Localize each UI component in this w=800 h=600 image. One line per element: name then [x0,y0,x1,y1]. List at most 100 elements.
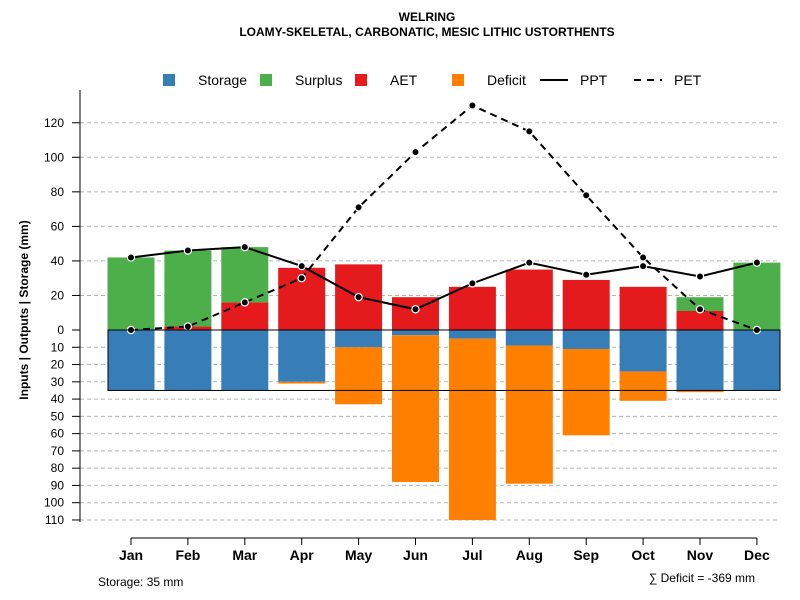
storage-bar [733,330,781,391]
bars [107,247,781,520]
surplus-bar [221,247,269,303]
y-tick-label: 40 [51,392,65,406]
x-tick-label: Jan [119,547,143,563]
y-tick-label: 20 [51,358,65,372]
deficit-bar [278,381,326,384]
y-tick-label: 60 [51,427,65,441]
y-tick-label: 70 [51,444,65,458]
ppt-line-point [297,261,306,271]
y-tick-label: 80 [51,461,65,475]
x-tick-label: Apr [290,547,315,563]
pet-line [130,104,758,331]
ppt-line-point [468,279,477,288]
x-tick-label: May [345,547,372,563]
deficit-bar [619,371,667,401]
deficit-bar [392,335,439,482]
ppt-line-point [525,258,534,267]
storage-bar [221,330,269,391]
deficit-bar [676,390,724,393]
chart-subtitle: LOAMY-SKELETAL, CARBONATIC, MESIC LITHIC… [239,25,614,39]
storage-bar [619,330,667,372]
x-tick-label: Jun [403,547,428,563]
aet-bar [221,302,269,330]
storage-bar [278,330,326,382]
storage-bar [164,330,212,391]
y-tick-label: 100 [44,150,64,164]
aet-bar [448,286,496,330]
legend-swatch [163,74,175,86]
legend-swatch [452,74,464,86]
x-tick-label: Oct [631,547,655,563]
storage-bar [448,330,496,339]
ppt-line-point [240,242,249,252]
pet-line-point [411,147,420,157]
legend-label: PET [674,72,702,88]
axes: 0 20 40 60 80 100 120 10 20 30 40 50 60 70 80 90 100 110 J… [44,90,781,563]
x-tick-label: Mar [232,547,257,563]
legend-label: Surplus [295,72,342,88]
y-tick-label: 100 [44,496,64,510]
legend-label: Storage [198,72,247,88]
surplus-bar [164,250,212,327]
x-tick-label: Sep [573,547,599,563]
storage-note: Storage: 35 mm [98,575,183,589]
storage-bar [562,330,610,349]
ppt-line-point [354,292,363,302]
pet-line-point [638,253,648,262]
legend: Storage Surplus AET Deficit PPT PET [163,72,702,88]
y-tick-label: 40 [51,254,65,268]
storage-bar [505,330,553,346]
ppt-line-point [582,270,591,279]
ppt-line-point [695,272,705,281]
y-tick-label: 50 [51,409,65,423]
x-tick-label: Jul [462,547,482,563]
surplus-bar [733,262,781,330]
storage-bar [335,330,383,348]
deficit-note: ∑ Deficit = -369 mm [649,571,755,585]
y-tick-label: 0 [57,323,64,337]
aet-bar [676,311,724,330]
ppt-line-point [411,305,420,314]
legend-label: AET [390,72,418,88]
x-tick-label: Nov [687,547,714,563]
aet-bar [562,279,610,330]
ppt-line-point [752,258,762,267]
storage-bar [107,330,155,391]
pet-line-point [582,191,591,200]
legend-swatch [355,74,367,86]
legend-label: PPT [580,72,608,88]
y-tick-label: 110 [45,513,64,527]
x-tick-label: Dec [744,547,770,563]
pet-line-point [183,322,193,331]
y-axis-label: Inputs | Outputs | Storage (mm) [17,220,31,399]
storage-bar [392,330,439,336]
y-tick-label: 20 [51,288,65,302]
legend-label: Deficit [487,72,526,88]
deficit-bar [505,345,553,484]
y-tick-label: 80 [51,185,65,199]
storage-bar [676,330,724,391]
pet-line-point [240,298,249,307]
legend-swatch [260,74,272,86]
chart-title: WELRING [399,10,456,24]
y-tick-label: 120 [44,116,64,130]
ppt-line-point [638,261,648,271]
ppt-line-point [126,253,136,262]
deficit-bar [448,338,496,520]
y-tick-label: 90 [51,478,65,492]
y-tick-label: 30 [51,375,65,389]
deficit-bar [335,347,383,405]
aet-bar [619,286,667,330]
pet-line-point [695,305,705,314]
ppt-line [130,246,758,311]
aet-bar [505,269,553,330]
y-tick-label: 60 [51,219,65,233]
ppt-line-point [183,246,193,255]
pet-line-point [354,203,363,212]
series-lines [126,101,762,335]
pet-line-point [525,127,534,136]
surplus-bar [676,297,724,312]
pet-line-point [468,101,477,110]
surplus-bar [107,257,155,330]
